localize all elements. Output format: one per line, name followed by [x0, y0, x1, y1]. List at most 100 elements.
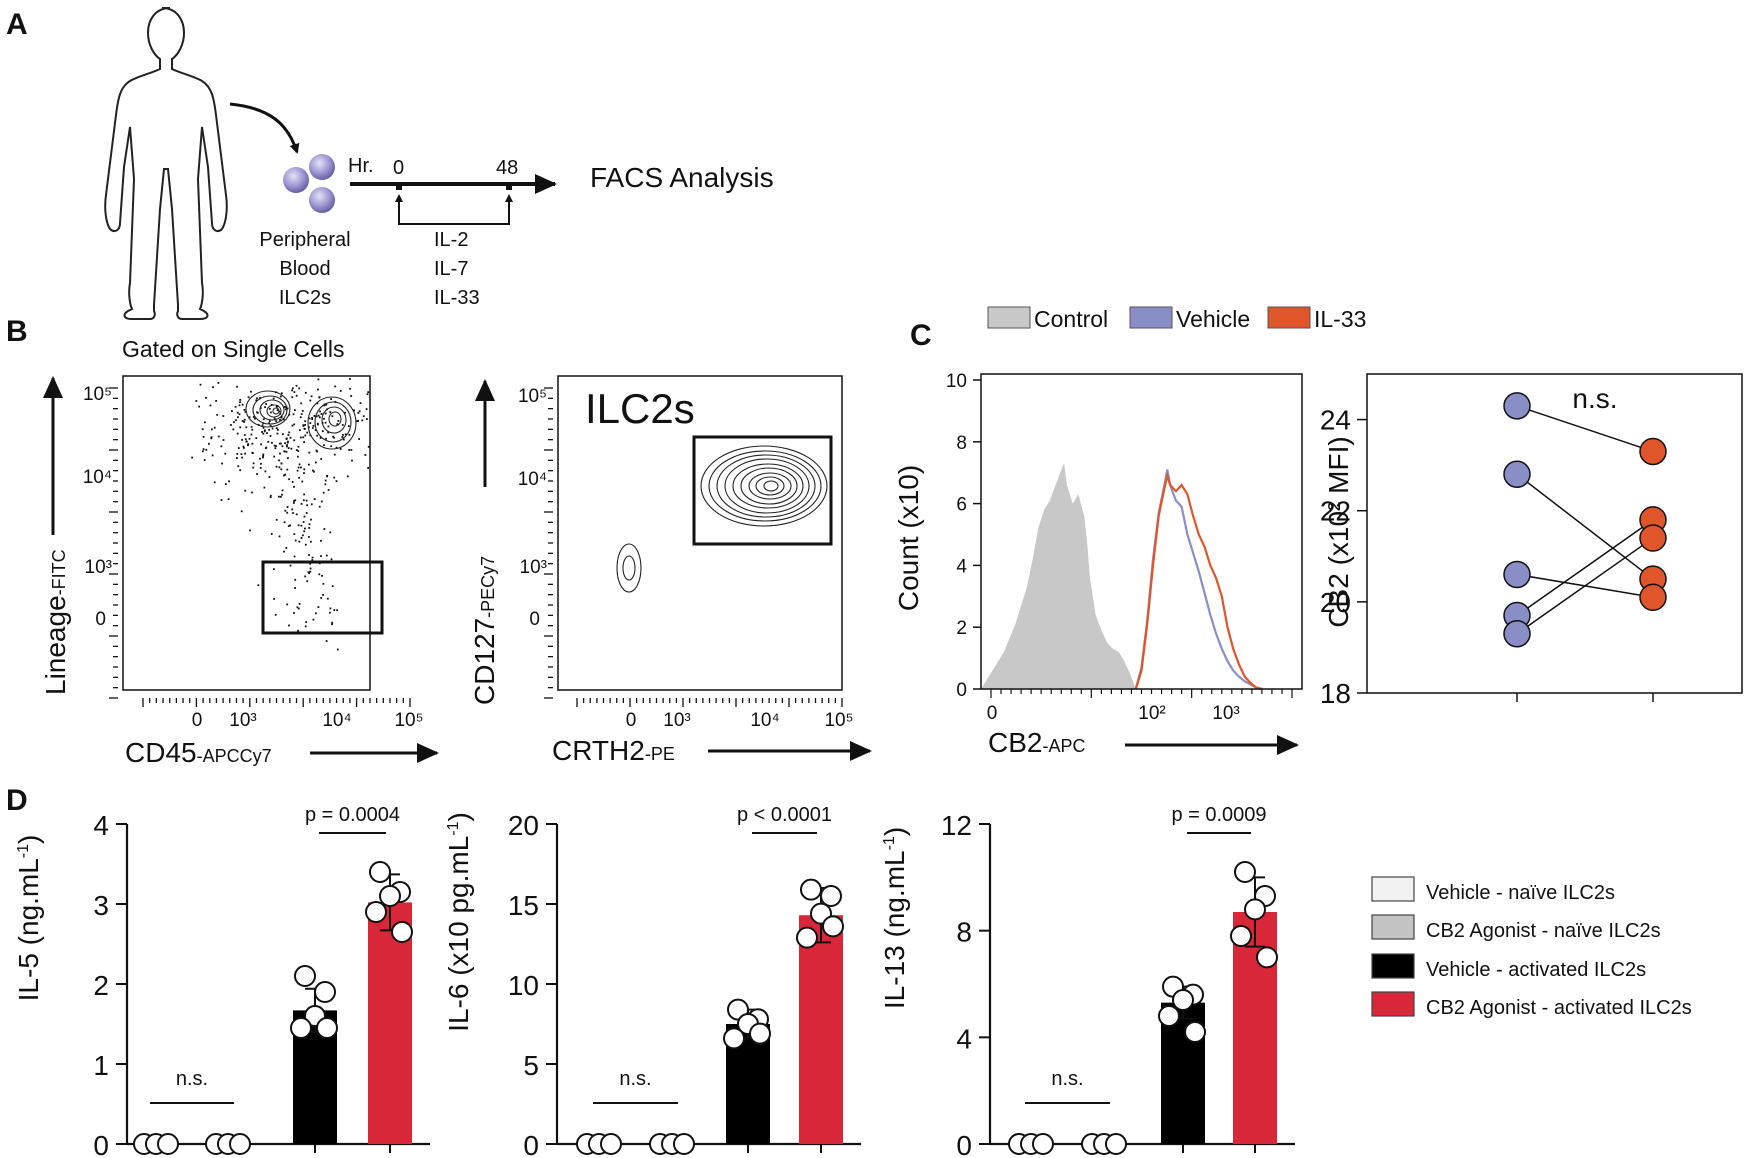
flow-event-dot [267, 441, 270, 443]
legend-label: Control [1034, 306, 1108, 332]
flow-event-dot [250, 425, 253, 428]
flow-event-dot [268, 420, 271, 422]
flow-event-dot [330, 398, 332, 400]
flow-event-dot [278, 466, 281, 469]
flow-event-dot [233, 421, 235, 424]
flow-event-dot [310, 518, 312, 521]
flow-event-dot [324, 479, 327, 482]
flow-event-dot [256, 473, 258, 475]
flow-event-dot [319, 410, 321, 413]
flow-event-dot [297, 524, 300, 527]
pair-link-line [1516, 405, 1654, 453]
pair-link-line [1516, 473, 1654, 580]
y-tick-label: 1 [93, 1050, 109, 1081]
flow-event-dot [336, 423, 339, 425]
flow-event-dot [275, 427, 278, 429]
x-tick-label: 10⁴ [750, 710, 779, 731]
flow-event-dot [262, 432, 265, 435]
flow-event-dot [312, 618, 315, 621]
flow-event-dot [309, 570, 312, 573]
flow-event-dot [366, 393, 369, 396]
flow-event-dot [321, 430, 324, 432]
flow-event-dot [275, 420, 278, 422]
flow-plot-lineage-cd45: 10⁵ 10⁴ 10³ 0 0 10³ 10⁴ 10⁵ CD45-APCCy7 … [40, 375, 439, 768]
flow-event-dot [270, 411, 272, 414]
flow-event-dot [239, 469, 242, 472]
flow-event-dot [293, 391, 296, 393]
flow-event-dot [255, 399, 258, 402]
flow-event-dot [347, 475, 349, 478]
flow-dots-left [191, 378, 370, 651]
flow-event-dot [315, 415, 318, 418]
y-axis-title-right: CD127-PECy7 [469, 556, 500, 705]
y-axis-title: CB2 (x10² MFI) [1323, 436, 1354, 627]
x-axis-title-right: CRTH2-PE [552, 735, 675, 766]
facs-analysis-label: FACS Analysis [590, 162, 774, 193]
flow-event-dot [275, 465, 278, 468]
flow-event-dot [209, 404, 212, 407]
y-tick-label: 10⁵ [83, 384, 112, 405]
flow-event-dot [264, 406, 266, 408]
flow-event-dot [284, 473, 287, 476]
flow-event-dot [234, 405, 237, 408]
y-axis-title: IL-13 (ng.mL-1) [879, 827, 910, 1009]
flow-event-dot [311, 418, 314, 421]
flow-event-dot [304, 543, 307, 546]
flow-event-dot [239, 401, 241, 404]
flow-event-dot [301, 480, 304, 483]
timeline-unit: Hr. [348, 155, 374, 177]
flow-event-dot [286, 506, 289, 508]
flow-event-dot [323, 417, 325, 420]
flow-event-dot [320, 539, 322, 542]
flow-event-dot [304, 391, 307, 394]
flow-event-dot [271, 441, 273, 444]
flow-event-dot [349, 387, 351, 390]
flow-event-dot [305, 499, 308, 502]
flow-event-dot [263, 486, 266, 489]
flow-event-dot [367, 467, 369, 469]
flow-event-dot [240, 510, 243, 513]
gate-box-left [261, 560, 384, 635]
flow-event-dot [204, 421, 206, 424]
flow-event-dot [284, 406, 286, 408]
flow-event-dot [300, 466, 302, 469]
flow-event-dot [243, 409, 246, 411]
flow-event-dot [287, 525, 290, 527]
flow-event-dot [247, 444, 249, 447]
flow-event-dot [243, 418, 246, 421]
y-tick-label: 10⁴ [83, 467, 112, 488]
y-tick-label: 0 [529, 609, 540, 630]
data-point [290, 1017, 312, 1039]
flow-event-dot [284, 509, 287, 512]
flow-event-dot [297, 629, 299, 632]
il33-point [1639, 524, 1667, 552]
flow-event-dot [358, 410, 361, 413]
flow-event-dot [232, 428, 235, 431]
flow-event-dot [254, 417, 256, 420]
flow-event-dot [333, 453, 336, 456]
y-tick-label: 0 [93, 1130, 109, 1158]
flow-event-dot [332, 435, 334, 438]
contours-left [245, 390, 357, 450]
flow-event-dot [240, 453, 243, 455]
y-tick-label: 12 [941, 810, 972, 841]
y-tick-label: 20 [1320, 587, 1351, 618]
y-tick-label: 20 [508, 810, 539, 841]
flow-event-dot [205, 396, 207, 399]
flow-event-dot [334, 385, 337, 388]
flow-event-dot [286, 444, 288, 446]
y-tick-label: 0 [95, 609, 106, 630]
flow-event-dot [325, 554, 328, 557]
y-tick-label: 4 [956, 556, 967, 577]
y-axis-title-end: ) [443, 812, 474, 821]
flow-event-dot [221, 462, 223, 465]
flow-event-dot [297, 455, 299, 458]
histogram-legend: Control Vehicle IL-33 [987, 306, 1366, 332]
flow-event-dot [327, 431, 330, 434]
y-tick-label: 0 [523, 1130, 539, 1158]
flow-event-dot [308, 463, 310, 466]
x-tick-label: 0 [192, 710, 203, 731]
histogram-control-area [981, 463, 1136, 689]
flow-event-dot [268, 422, 270, 424]
flow-event-dot [331, 621, 334, 624]
